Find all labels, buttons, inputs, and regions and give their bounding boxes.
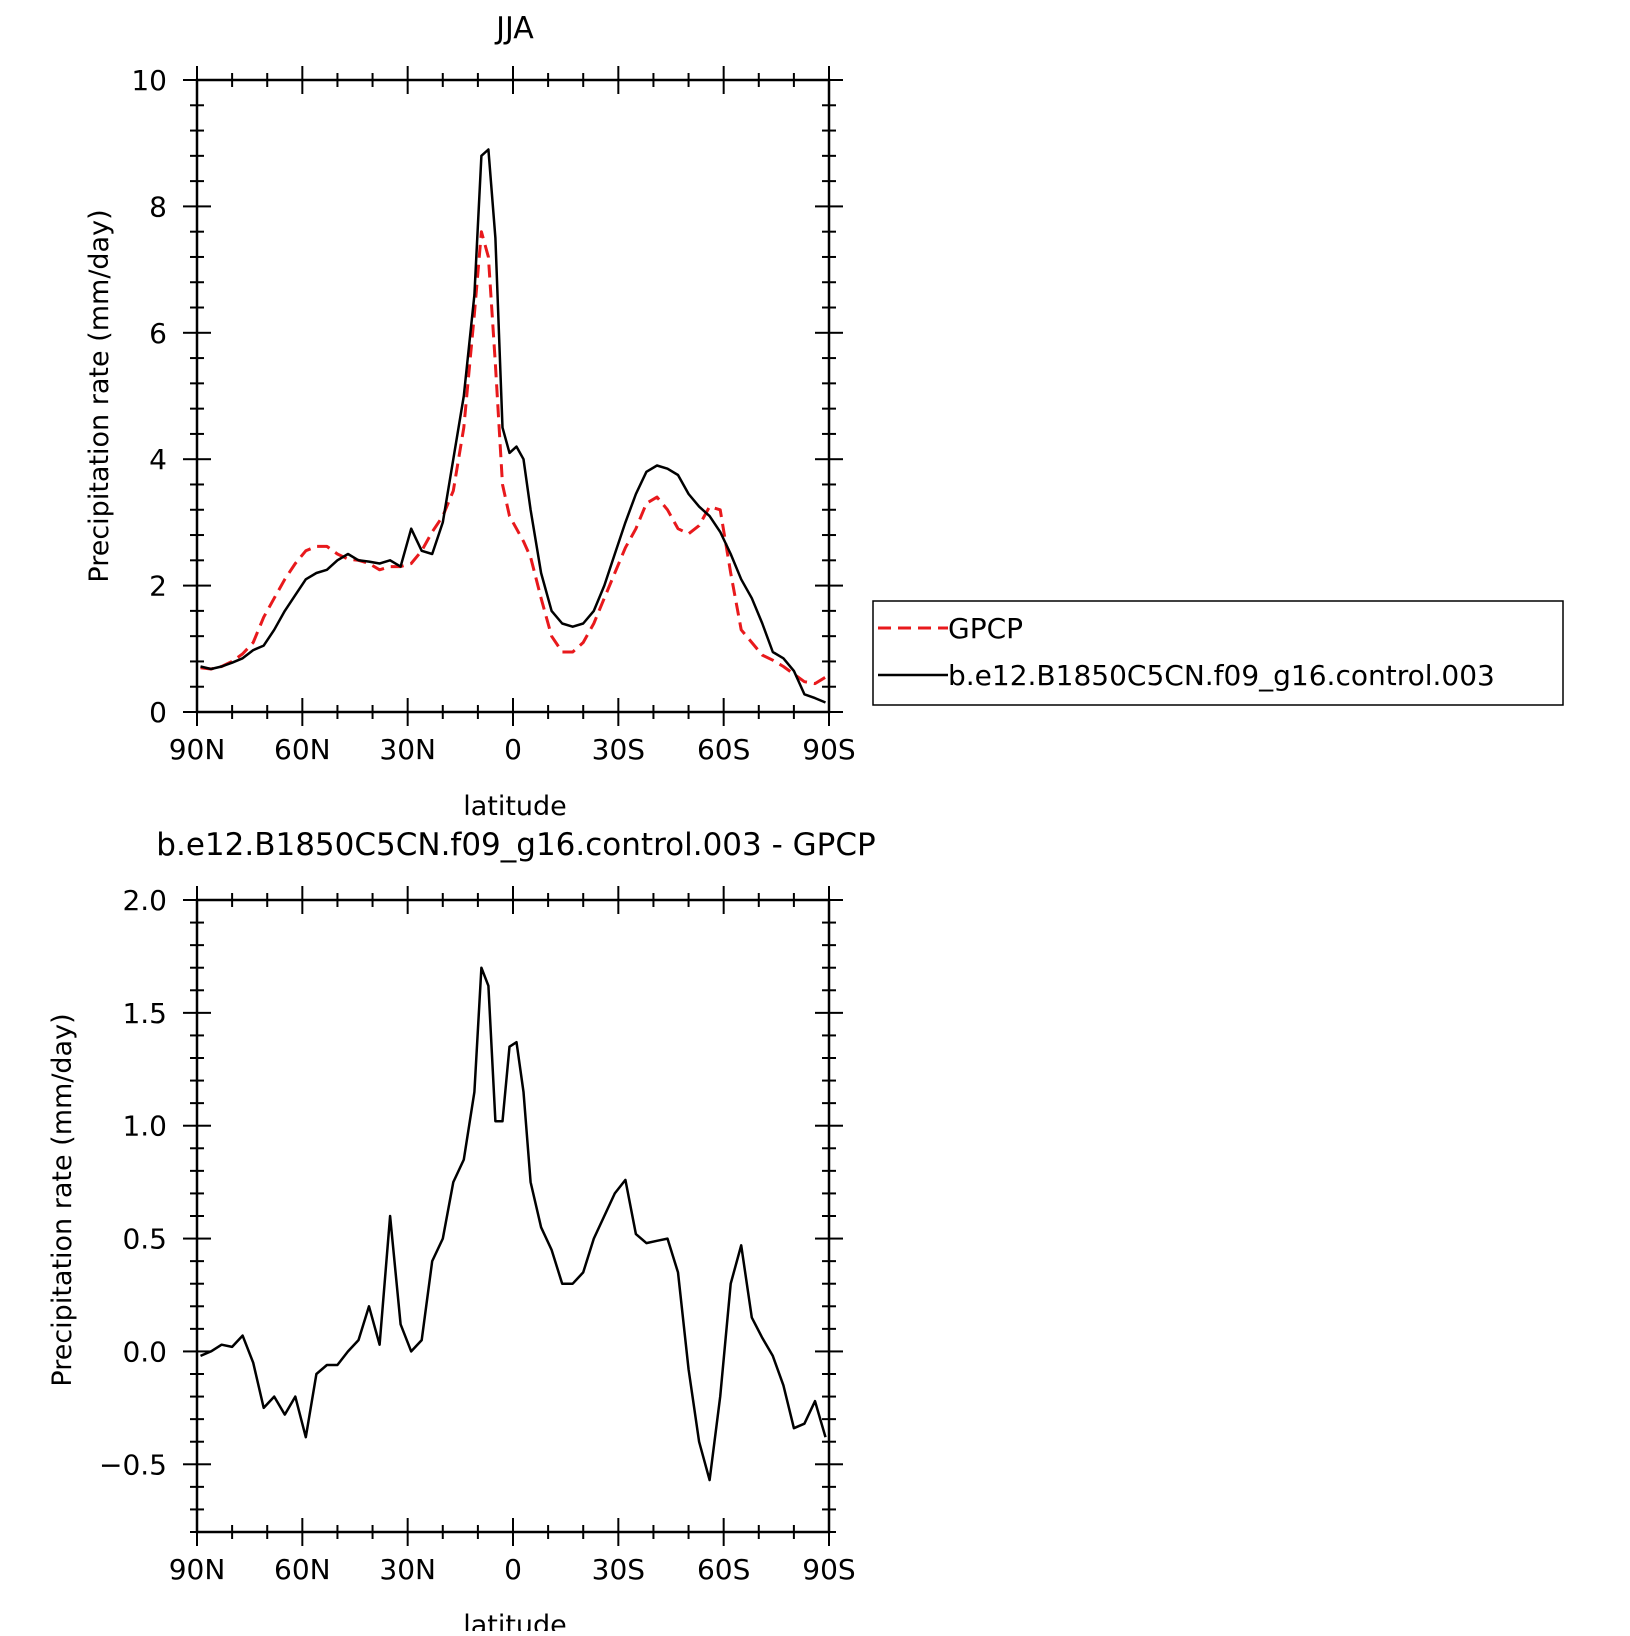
x-tick-label: 60N bbox=[274, 1553, 331, 1586]
y-tick-labels: −0.5 0.0 0.5 1.0 1.5 2.0 bbox=[99, 884, 167, 1481]
y-tick-label: 6 bbox=[149, 317, 167, 350]
y-tick-labels: 0 2 4 6 8 10 bbox=[131, 64, 167, 729]
y-tick-label: 0.5 bbox=[122, 1223, 167, 1256]
y-axis-label: Precipitation rate (mm/day) bbox=[84, 209, 115, 582]
axis-ticks bbox=[183, 66, 843, 726]
difference-line-chart: b.e12.B1850C5CN.f09_g16.control.003 - GP… bbox=[47, 827, 876, 1636]
x-tick-label: 90N bbox=[169, 733, 226, 766]
x-tick-label: 90S bbox=[802, 733, 855, 766]
x-axis-label: latitude bbox=[463, 1610, 567, 1631]
legend-label-model: b.e12.B1850C5CN.f09_g16.control.003 bbox=[948, 659, 1495, 692]
series-line-0 bbox=[200, 230, 827, 686]
axis-ticks bbox=[183, 886, 843, 1546]
y-tick-label: 0 bbox=[149, 696, 167, 729]
x-tick-label: 60S bbox=[697, 1553, 750, 1586]
y-tick-label: 2 bbox=[149, 570, 167, 603]
precipitation-line-chart: JJA 0 2 4 6 8 10 90N 60N 30N 0 30S 60S 90S latitude… bbox=[84, 11, 1564, 822]
x-tick-label: 30S bbox=[592, 733, 645, 766]
x-tick-label: 0 bbox=[504, 1553, 522, 1586]
y-axis-label: Precipitation rate (mm/day) bbox=[47, 1013, 78, 1386]
legend-box bbox=[872, 600, 1564, 706]
y-tick-label: 10 bbox=[131, 64, 167, 97]
x-tick-label: 0 bbox=[504, 733, 522, 766]
x-tick-label: 60S bbox=[697, 733, 750, 766]
y-tick-label: 8 bbox=[149, 190, 167, 223]
plot-frame bbox=[195, 898, 831, 1534]
x-axis-label: latitude bbox=[463, 791, 567, 822]
x-tick-label: 90N bbox=[169, 1553, 226, 1586]
chart-title: JJA bbox=[494, 11, 534, 46]
x-tick-label: 30N bbox=[379, 1553, 436, 1586]
data-series bbox=[200, 148, 827, 704]
y-tick-label: −0.5 bbox=[99, 1448, 167, 1481]
x-tick-labels: 90N 60N 30N 0 30S 60S 90S bbox=[169, 1553, 856, 1586]
x-tick-label: 90S bbox=[802, 1553, 855, 1586]
series-line-0 bbox=[200, 966, 827, 1482]
y-tick-label: 2.0 bbox=[122, 884, 167, 917]
x-tick-label: 30N bbox=[379, 733, 436, 766]
x-tick-labels: 90N 60N 30N 0 30S 60S 90S bbox=[169, 733, 856, 766]
y-tick-label: 0.0 bbox=[122, 1335, 167, 1368]
legend-label-gpcp: GPCP bbox=[948, 612, 1023, 645]
y-tick-label: 4 bbox=[149, 443, 167, 476]
y-tick-label: 1.5 bbox=[122, 997, 167, 1030]
series-line-1 bbox=[200, 148, 826, 704]
x-tick-label: 30S bbox=[592, 1553, 645, 1586]
data-series bbox=[200, 966, 827, 1482]
chart-title: b.e12.B1850C5CN.f09_g16.control.003 - GP… bbox=[156, 827, 875, 863]
x-tick-label: 60N bbox=[274, 733, 331, 766]
legend: GPCP b.e12.B1850C5CN.f09_g16.control.003 bbox=[872, 600, 1564, 706]
plot-frame bbox=[195, 78, 831, 714]
y-tick-label: 1.0 bbox=[122, 1110, 167, 1143]
